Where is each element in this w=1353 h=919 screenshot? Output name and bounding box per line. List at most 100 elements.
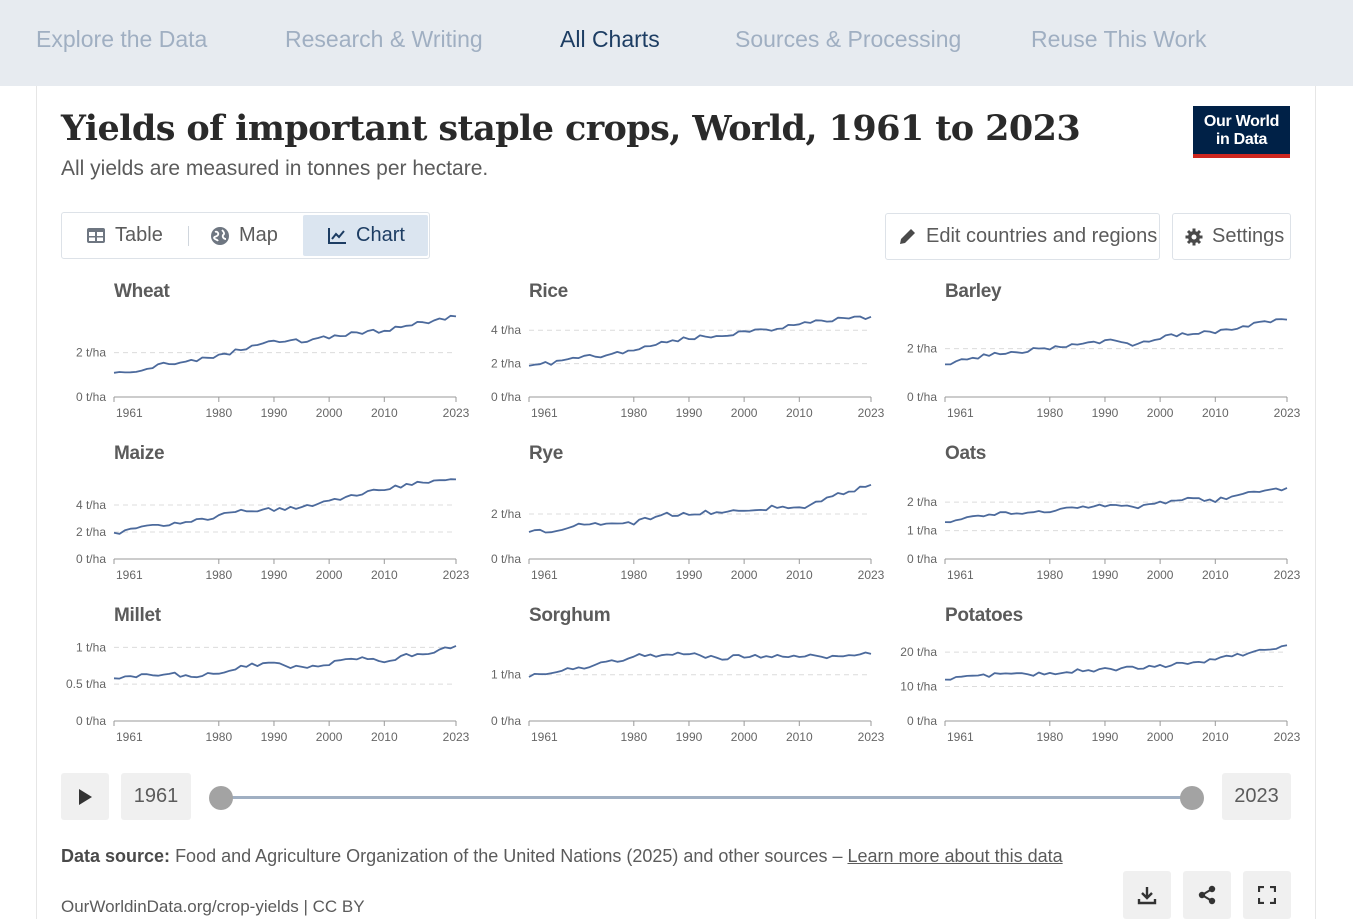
millet-x-tick-label: 2023: [443, 730, 470, 744]
tab-table-label: Table: [115, 224, 163, 246]
rice-x-tick-label: 1980: [620, 406, 647, 420]
nav-reuse-this-work[interactable]: Reuse This Work: [1031, 26, 1207, 52]
sorghum-x-tick-label: 1961: [531, 730, 558, 744]
rye-x-tick-label: 2023: [858, 568, 885, 582]
tab-chart-label: Chart: [356, 224, 405, 246]
play-button[interactable]: [61, 773, 109, 820]
oats-y-tick-label: 2 t/ha: [907, 495, 937, 509]
data-source: Data source: Food and Agriculture Organi…: [61, 845, 1111, 868]
download-icon: [1137, 887, 1157, 905]
millet-x-tick-label: 2010: [371, 730, 398, 744]
rice-x-tick-label: 2010: [786, 406, 813, 420]
millet-y-tick-label: 0.5 t/ha: [66, 677, 106, 691]
settings-label: Settings: [1212, 225, 1285, 247]
panel-title-rice: Rice: [529, 281, 568, 302]
sorghum-x-tick-label: 1990: [676, 730, 703, 744]
barley-y-tick-label: 2 t/ha: [907, 342, 937, 356]
millet-x-tick-label: 2000: [316, 730, 343, 744]
download-button[interactable]: [1123, 871, 1171, 919]
rye-y-tick-label: 0 t/ha: [491, 552, 521, 566]
sorghum-x-tick-label: 1980: [620, 730, 647, 744]
barley-y-tick-label: 0 t/ha: [907, 390, 937, 404]
tab-chart[interactable]: Chart: [303, 215, 428, 256]
barley-x-tick-label: 1980: [1036, 406, 1063, 420]
play-icon: [79, 788, 92, 805]
globe-icon: [211, 226, 229, 245]
maize-x-tick-label: 2000: [316, 568, 343, 582]
barley-x-tick-label: 2023: [1274, 406, 1301, 420]
millet-x-tick-label: 1980: [205, 730, 232, 744]
source-text: Food and Agriculture Organization of the…: [175, 846, 843, 866]
view-tabs: Table Map Chart: [61, 212, 430, 259]
chart-line-icon: [328, 227, 346, 244]
barley-x-tick-label: 2010: [1202, 406, 1229, 420]
source-url[interactable]: OurWorldinData.org/crop-yields | CC BY: [61, 897, 365, 916]
sorghum-x-tick-label: 2023: [858, 730, 885, 744]
nav-research-writing[interactable]: Research & Writing: [285, 26, 483, 52]
edit-countries-label: Edit countries and regions: [926, 225, 1158, 247]
panel-title-sorghum: Sorghum: [529, 605, 611, 626]
rye-x-tick-label: 1961: [531, 568, 558, 582]
panel-title-maize: Maize: [114, 443, 165, 464]
settings-button[interactable]: Settings: [1172, 213, 1291, 260]
maize-y-tick-label: 2 t/ha: [76, 525, 106, 539]
millet-series-line: [113, 645, 457, 680]
tab-map[interactable]: Map: [210, 215, 278, 256]
potatoes-x-tick-label: 1961: [947, 730, 974, 744]
nav-explore-the-data[interactable]: Explore the Data: [36, 26, 208, 52]
oats-x-tick-label: 2023: [1274, 568, 1301, 582]
maize-x-tick-label: 2010: [371, 568, 398, 582]
barley-x-tick-label: 2000: [1147, 406, 1174, 420]
barley-series-line: [945, 318, 1288, 366]
potatoes-y-tick-label: 20 t/ha: [900, 645, 937, 659]
nav-all-charts[interactable]: All Charts: [560, 26, 660, 52]
oats-y-tick-label: 0 t/ha: [907, 552, 937, 566]
tab-table[interactable]: Table: [86, 215, 163, 256]
sorghum-x-tick-label: 2010: [786, 730, 813, 744]
millet-x-tick-label: 1990: [261, 730, 288, 744]
oats-x-tick-label: 2000: [1147, 568, 1174, 582]
rye-y-tick-label: 2 t/ha: [491, 507, 521, 521]
rice-x-tick-label: 2023: [858, 406, 885, 420]
sorghum-series-line: [528, 651, 872, 678]
tab-map-label: Map: [239, 224, 278, 246]
rye-series-line: [528, 483, 872, 534]
nav-sources-processing[interactable]: Sources & Processing: [735, 26, 962, 52]
rice-y-tick-label: 4 t/ha: [491, 323, 521, 337]
logo-line-1: Our World: [1203, 113, 1280, 130]
timeline-track[interactable]: [221, 796, 1192, 799]
timeline-start-handle[interactable]: [209, 786, 233, 810]
gear-icon: [1185, 228, 1203, 245]
timeline-start-year[interactable]: 1961: [121, 773, 191, 820]
wheat-x-tick-label: 2000: [316, 406, 343, 420]
owid-logo[interactable]: Our World in Data: [1193, 106, 1290, 158]
timeline-end-handle[interactable]: [1180, 786, 1204, 810]
wheat-x-tick-label: 1990: [261, 406, 288, 420]
millet-x-tick-label: 1961: [116, 730, 143, 744]
panel-title-millet: Millet: [114, 605, 161, 626]
share-button[interactable]: [1183, 871, 1231, 919]
timeline-end-year[interactable]: 2023: [1222, 773, 1291, 820]
rye-x-tick-label: 2000: [731, 568, 758, 582]
learn-more-link[interactable]: Learn more about this data: [847, 846, 1063, 866]
oats-x-tick-label: 2010: [1202, 568, 1229, 582]
fullscreen-button[interactable]: [1243, 871, 1291, 919]
potatoes-y-tick-label: 10 t/ha: [900, 680, 937, 694]
top-navigation: Explore the Data Research & Writing All …: [0, 0, 1353, 86]
potatoes-x-tick-label: 2000: [1147, 730, 1174, 744]
potatoes-x-tick-label: 1980: [1036, 730, 1063, 744]
potatoes-series-line: [944, 644, 1288, 681]
rice-y-tick-label: 2 t/ha: [491, 357, 521, 371]
oats-y-tick-label: 1 t/ha: [907, 524, 937, 538]
share-icon: [1198, 885, 1216, 905]
wheat-y-tick-label: 0 t/ha: [76, 390, 106, 404]
edit-countries-button[interactable]: Edit countries and regions: [885, 213, 1160, 260]
millet-y-tick-label: 0 t/ha: [76, 714, 106, 728]
wheat-x-tick-label: 1961: [116, 406, 143, 420]
potatoes-x-tick-label: 2023: [1274, 730, 1301, 744]
potatoes-y-tick-label: 0 t/ha: [907, 714, 937, 728]
rice-series-line: [528, 315, 872, 367]
wheat-y-tick-label: 2 t/ha: [76, 346, 106, 360]
wheat-x-tick-label: 2023: [443, 406, 470, 420]
small-multiples-chart: 0 t/ha 2 t/ha 1961 1980 1990 2000 2010 2023 0 t/…: [66, 314, 1301, 744]
